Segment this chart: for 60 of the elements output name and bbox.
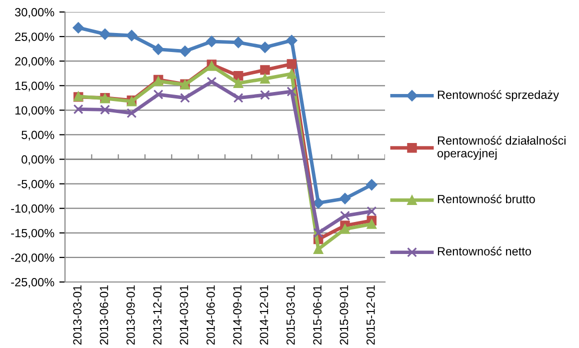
point — [180, 92, 190, 103]
y-tick-label: 20,00% — [15, 57, 54, 67]
y-tick-label: 25,00% — [15, 32, 54, 42]
point — [153, 89, 164, 100]
point — [340, 224, 350, 234]
point — [233, 92, 244, 103]
point — [259, 42, 271, 53]
x-tick-label: 2014-12-01 — [260, 285, 268, 345]
point — [100, 104, 110, 115]
y-tick-label: -20,00% — [11, 253, 54, 264]
point — [286, 68, 297, 79]
legend-label: Rentowność netto — [438, 246, 532, 256]
point — [179, 46, 191, 57]
y-tick-label: -15,00% — [11, 228, 54, 239]
x-tick-label: 2013-06-01 — [100, 285, 108, 345]
point — [366, 219, 377, 229]
x-tick-label: 2013-03-01 — [73, 285, 82, 345]
point — [366, 206, 377, 216]
x-tick-label: 2013-12-01 — [153, 285, 162, 345]
point — [286, 34, 298, 46]
legend-label: Rentowność sprzedaży — [438, 90, 560, 102]
point — [260, 65, 270, 75]
x-tick-label: 2015-12-01 — [366, 285, 375, 345]
legend-label: Rentowność brutto — [438, 194, 535, 204]
point — [73, 104, 84, 114]
y-tick-label: -5,00% — [18, 180, 54, 190]
y-tick-label: 10,00% — [15, 106, 54, 116]
x-tick-label: 2015-03-01 — [286, 285, 295, 345]
point — [206, 36, 218, 48]
y-tick-label: 30,00% — [14, 8, 54, 18]
x-tick-label: 2014-03-01 — [180, 285, 188, 345]
x-tick-label: 2015-06-01 — [313, 285, 322, 345]
point — [313, 244, 324, 254]
point — [286, 59, 297, 69]
point — [206, 76, 217, 87]
y-tick-label: 15,00% — [15, 82, 54, 92]
point — [366, 179, 378, 190]
point — [233, 78, 244, 88]
point — [260, 74, 270, 84]
point — [286, 86, 297, 97]
point — [126, 108, 137, 118]
point — [339, 192, 351, 204]
x-tick-label: 2013-09-01 — [126, 285, 135, 345]
point — [340, 210, 350, 221]
legend-label: Rentowność działalności operacyjnej — [437, 136, 566, 160]
point — [232, 36, 244, 48]
point — [312, 197, 324, 209]
point — [313, 228, 324, 238]
x-tick-label: 2015-09-01 — [340, 285, 348, 345]
point — [260, 90, 270, 100]
point — [99, 28, 111, 40]
x-tick-label: 2014-06-01 — [206, 285, 215, 345]
x-tick-label: 2014-09-01 — [233, 285, 242, 345]
point — [72, 22, 84, 34]
y-tick-label: 0,00% — [22, 155, 54, 166]
y-tick-label: -10,00% — [11, 204, 54, 214]
point — [152, 44, 164, 55]
y-tick-label: 5,00% — [22, 130, 54, 141]
y-tick-label: -25,00% — [11, 278, 54, 288]
point — [126, 30, 138, 42]
